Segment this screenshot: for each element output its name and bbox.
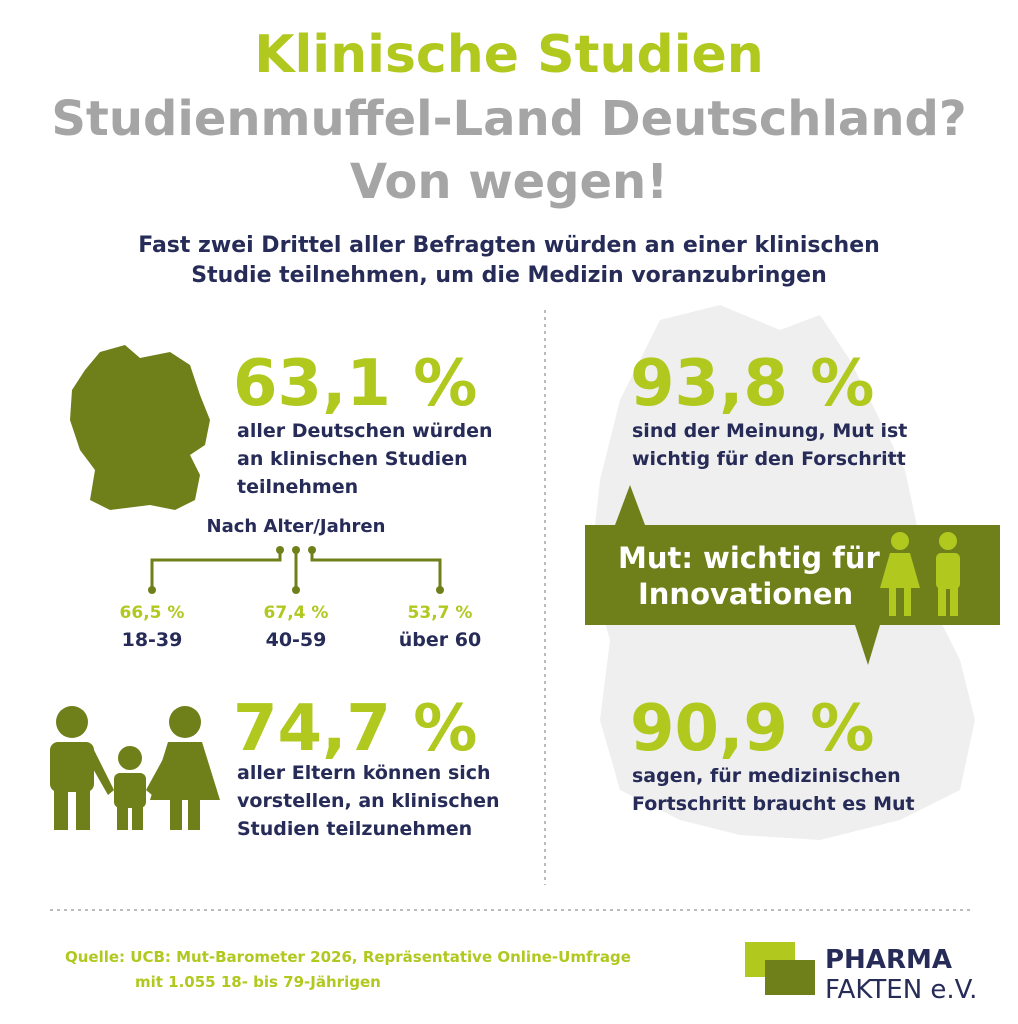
- connector-dots: [148, 546, 444, 594]
- stat-text: aller Eltern können sich: [237, 762, 491, 784]
- logo-text: PHARMA: [825, 945, 952, 975]
- stat-text: Studien teilzunehmen: [237, 818, 472, 840]
- logo-mark: [745, 942, 815, 995]
- stat-text: aller Deutschen würden: [237, 420, 493, 442]
- family-icon: [50, 706, 220, 830]
- age-label: 18-39: [122, 629, 183, 651]
- stat-value: 74,7 %: [233, 692, 477, 766]
- source: mit 1.055 18- bis 79-Jährigen: [135, 973, 381, 991]
- age-value: 53,7 %: [408, 603, 473, 623]
- banner-text: Mut: wichtig für: [618, 541, 881, 575]
- lead: Studie teilnehmen, um die Medizin voranz…: [191, 263, 826, 288]
- germany-map: [70, 345, 210, 510]
- age-label: über 60: [399, 629, 481, 651]
- age-value: 67,4 %: [264, 603, 329, 623]
- stat-text: teilnehmen: [237, 476, 358, 498]
- stat-value: 93,8 %: [630, 347, 874, 421]
- stat-value: 63,1 %: [233, 347, 477, 421]
- stat-text: sagen, für medizinischen: [632, 765, 901, 787]
- stat-value: 90,9 %: [630, 692, 874, 766]
- age-value: 66,5 %: [120, 603, 185, 623]
- banner: [585, 485, 1000, 665]
- age-connectors: [150, 550, 442, 590]
- stat-text: wichtig für den Forschritt: [632, 448, 906, 470]
- banner-text: Innovationen: [638, 577, 853, 611]
- age-heading: Nach Alter/Jahren: [207, 516, 386, 537]
- subtitle: Studienmuffel-Land Deutschland?: [51, 91, 966, 147]
- stat-text: vorstellen, an klinischen: [237, 790, 500, 812]
- title: Klinische Studien: [254, 25, 764, 85]
- age-label: 40-59: [266, 629, 327, 651]
- people-icon: [880, 532, 960, 616]
- subtitle: Von wegen!: [350, 154, 668, 210]
- stat-text: an klinischen Studien: [237, 448, 468, 470]
- lead: Fast zwei Drittel aller Befragten würden…: [138, 233, 880, 258]
- stat-text: sind der Meinung, Mut ist: [632, 420, 907, 442]
- logo-text: FAKTEN e.V.: [825, 975, 977, 1005]
- stat-text: Fortschritt braucht es Mut: [632, 793, 915, 815]
- source: Quelle: UCB: Mut-Barometer 2026, Repräse…: [65, 948, 631, 966]
